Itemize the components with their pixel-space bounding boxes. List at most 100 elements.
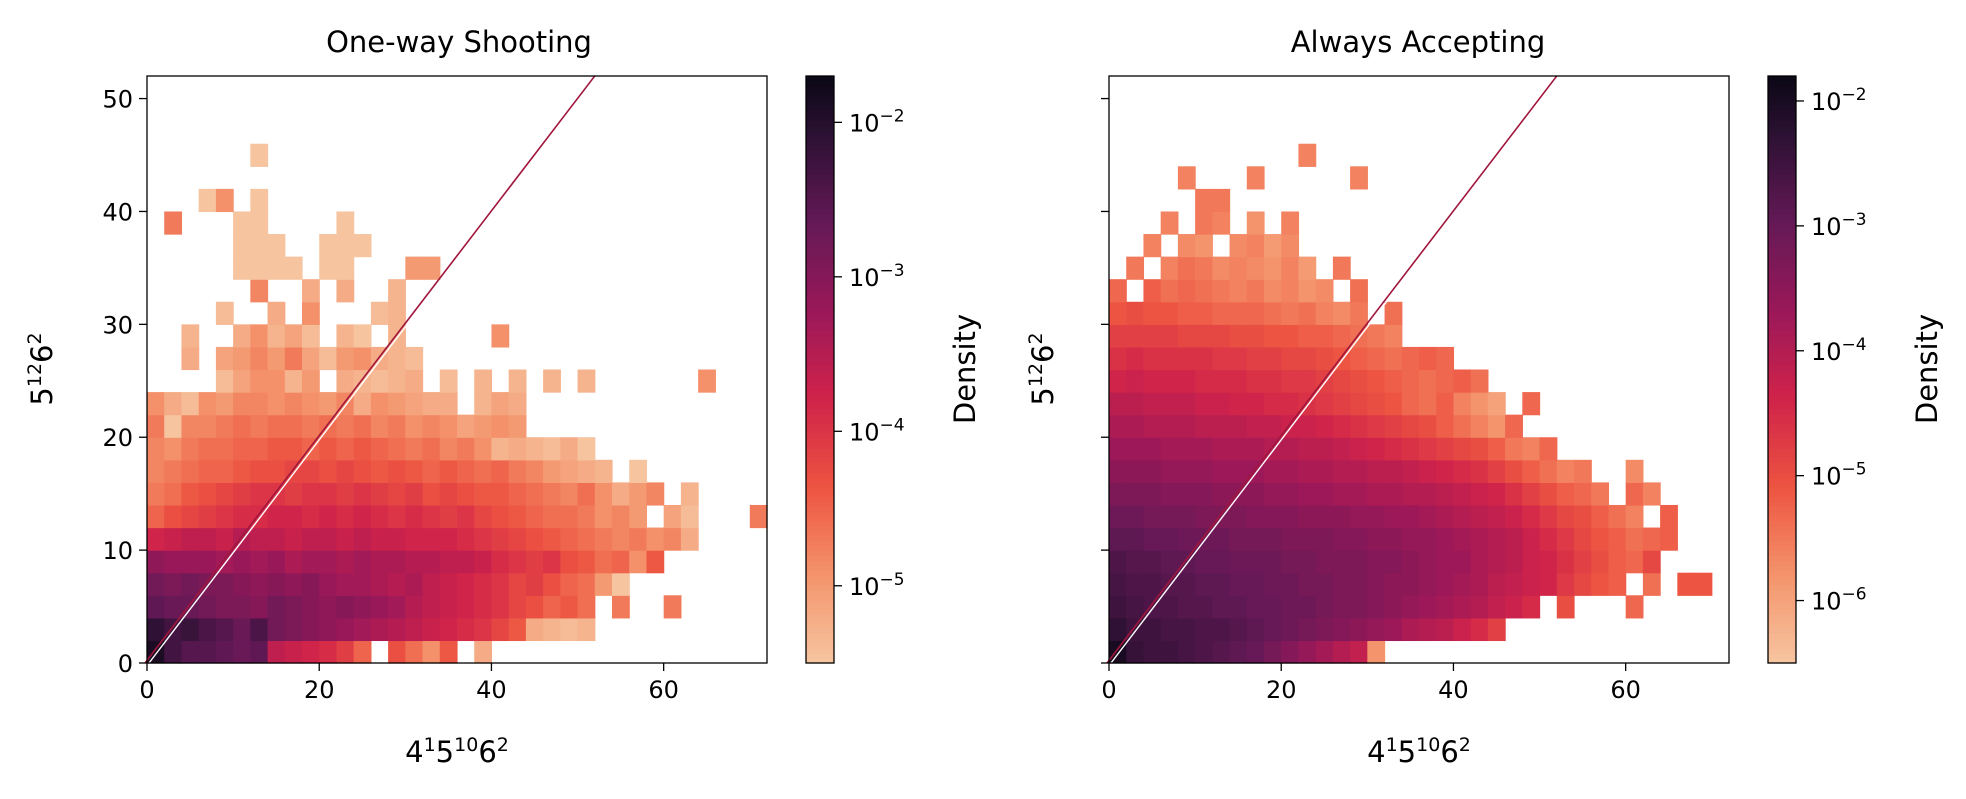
heatmap-cell <box>680 504 699 529</box>
colorbar-swatch <box>1768 594 1796 601</box>
colorbar-swatch <box>1768 638 1796 645</box>
heatmap-cell <box>1367 617 1386 642</box>
heatmap-cell <box>336 595 355 619</box>
heatmap-cell <box>353 482 372 506</box>
heatmap-cell <box>1419 437 1437 461</box>
heatmap-cell <box>491 392 510 416</box>
heatmap-cell <box>1195 414 1213 438</box>
heatmap-cell <box>1470 482 1489 506</box>
heatmap-cell <box>302 279 320 303</box>
heatmap-cell <box>336 414 355 438</box>
heatmap-cell <box>1487 414 1506 438</box>
colorbar-swatch <box>1768 555 1796 561</box>
heatmap-cell <box>422 414 441 438</box>
colorbar-swatch <box>806 574 834 581</box>
heatmap-cell <box>405 482 424 506</box>
colorbar-swatch <box>806 604 834 610</box>
heatmap-cell <box>164 414 183 438</box>
heatmap-cell <box>405 527 424 551</box>
heatmap-cell <box>181 437 200 461</box>
colorbar-swatch <box>1768 457 1796 464</box>
heatmap-cell <box>1505 527 1523 551</box>
heatmap-cell <box>1384 550 1403 574</box>
colorbar-swatch <box>1768 256 1796 263</box>
heatmap-cell <box>1487 504 1506 529</box>
heatmap-cell <box>1350 437 1368 461</box>
y-tick-label: 30 <box>102 311 133 339</box>
colorbar-swatch <box>806 570 834 576</box>
heatmap-cell <box>1367 414 1386 438</box>
colorbar-swatch <box>806 100 834 106</box>
colorbar-swatch <box>806 256 834 263</box>
heatmap-cell <box>1436 527 1455 551</box>
heatmap-cell <box>1281 459 1300 483</box>
right-y-ticks <box>1101 97 1109 664</box>
heatmap-cell <box>1281 572 1300 596</box>
heatmap-cell <box>1264 256 1282 280</box>
heatmap-cell <box>1574 504 1592 529</box>
heatmap-cell <box>560 572 579 596</box>
heatmap-cell <box>1281 279 1300 303</box>
heatmap-cell <box>1315 640 1334 664</box>
heatmap-cell <box>629 459 648 483</box>
heatmap-cell <box>1332 256 1351 280</box>
heatmap-cell <box>233 414 251 438</box>
colorbar-swatch <box>1768 359 1796 366</box>
colorbar-swatch <box>1768 574 1796 581</box>
heatmap-cell <box>1143 346 1162 371</box>
heatmap-cell <box>164 482 183 506</box>
heatmap-cell <box>1246 346 1265 371</box>
heatmap-cell <box>1177 504 1196 529</box>
heatmap-cell <box>680 482 699 506</box>
heatmap-cell <box>508 595 527 619</box>
heatmap-cell <box>1126 437 1145 461</box>
x-tick-label: 40 <box>1438 676 1469 704</box>
heatmap-cell <box>1350 392 1368 416</box>
heatmap-cell <box>1350 369 1368 393</box>
heatmap-cell <box>1212 256 1231 280</box>
colorbar-swatch <box>806 154 834 160</box>
heatmap-cell <box>1229 369 1248 393</box>
heatmap-cell <box>1367 640 1386 664</box>
heatmap-cell <box>302 459 320 483</box>
colorbar-swatch <box>806 305 834 312</box>
heatmap-cell <box>1195 346 1213 371</box>
heatmap-cell <box>1143 617 1162 642</box>
heatmap-cell <box>1367 572 1386 596</box>
colorbar-swatch <box>1768 618 1796 625</box>
heatmap-cell <box>1574 572 1592 596</box>
heatmap-cell <box>1350 550 1368 574</box>
colorbar-swatch <box>806 134 834 141</box>
heatmap-cell <box>1332 346 1351 371</box>
heatmap-cell <box>1143 482 1162 506</box>
heatmap-cell <box>147 617 165 642</box>
heatmap-cell <box>1315 459 1334 483</box>
heatmap-cell <box>267 414 286 438</box>
left-colorbar-label: Density <box>948 314 982 424</box>
heatmap-cell <box>164 437 183 461</box>
colorbar-swatch <box>806 623 834 630</box>
colorbar-swatch <box>1768 320 1796 327</box>
colorbar-swatch <box>806 516 834 522</box>
heatmap-cell <box>302 504 320 529</box>
right-colorbar: 10−2 10−3 10−4 10−5 10−6 <box>1767 75 1867 664</box>
heatmap-cell <box>1281 550 1300 574</box>
heatmap-cell <box>508 572 527 596</box>
heatmap-cell <box>353 324 372 348</box>
heatmap-cell <box>1436 459 1455 483</box>
heatmap-cell <box>302 617 320 642</box>
heatmap-cell <box>1126 504 1145 529</box>
heatmap-cell <box>1212 617 1231 642</box>
heatmap-cell <box>1246 550 1265 574</box>
heatmap-cell <box>250 459 269 483</box>
heatmap-cell <box>1281 369 1300 393</box>
colorbar-swatch <box>1768 100 1796 106</box>
heatmap-cell <box>1264 572 1282 596</box>
heatmap-cell <box>1212 640 1231 664</box>
heatmap-cell <box>1419 346 1437 371</box>
heatmap-cell <box>1160 256 1179 280</box>
heatmap-cell <box>1126 324 1145 348</box>
colorbar-swatch <box>1768 584 1796 591</box>
right-heatmap-cells <box>1109 143 1713 664</box>
heatmap-cell <box>198 595 217 619</box>
